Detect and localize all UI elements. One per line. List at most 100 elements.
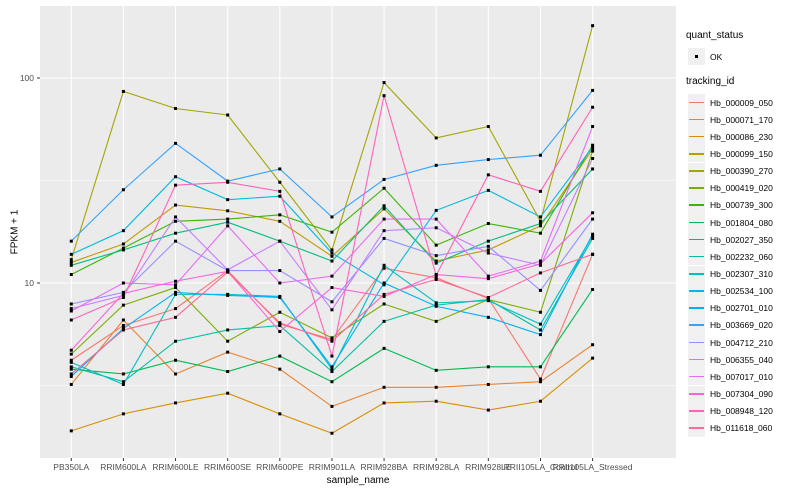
data-point xyxy=(330,215,334,219)
data-point xyxy=(591,149,595,153)
data-point xyxy=(121,242,125,246)
data-point xyxy=(382,207,386,211)
data-point xyxy=(434,278,438,282)
data-point xyxy=(278,269,282,273)
legend-item-label: Hb_002701_010 xyxy=(710,303,773,314)
legend-key-swatch xyxy=(688,265,705,283)
legend-item-Hb_000419_020: Hb_000419_020 xyxy=(688,179,773,197)
data-point xyxy=(382,292,386,296)
x-tick-label: RRIM600PE xyxy=(256,462,304,472)
legend-item-Hb_007017_010: Hb_007017_010 xyxy=(688,368,773,386)
data-point xyxy=(121,295,125,299)
data-point xyxy=(330,431,334,435)
x-tick-label: RRIM928LE xyxy=(465,462,512,472)
data-point xyxy=(538,231,542,235)
data-point xyxy=(538,310,542,314)
data-point xyxy=(121,380,125,384)
legend-key-swatch xyxy=(688,128,705,146)
data-point xyxy=(69,258,73,262)
data-point xyxy=(226,339,230,343)
data-point xyxy=(121,412,125,416)
data-point xyxy=(538,288,542,292)
data-point xyxy=(278,295,282,299)
data-point xyxy=(330,380,334,384)
legend-item-label: Hb_000739_300 xyxy=(710,200,773,211)
data-point xyxy=(591,217,595,221)
data-point xyxy=(174,279,178,283)
data-point xyxy=(486,239,490,243)
data-point xyxy=(434,276,438,280)
data-point xyxy=(434,259,438,263)
legend-key-swatch xyxy=(688,231,705,249)
data-point xyxy=(434,243,438,247)
legend-key-swatch xyxy=(688,334,705,352)
data-point xyxy=(121,318,125,322)
legend-key-line-icon xyxy=(689,187,704,189)
data-point xyxy=(226,328,230,332)
data-point xyxy=(226,224,230,228)
data-point xyxy=(69,318,73,322)
data-point xyxy=(121,303,125,307)
data-point xyxy=(382,217,386,221)
data-point xyxy=(69,367,73,371)
data-point xyxy=(69,358,73,362)
data-point xyxy=(591,234,595,238)
legend-key-swatch xyxy=(688,419,705,437)
data-point xyxy=(486,248,490,252)
legend-item-label: Hb_001804_080 xyxy=(710,217,773,228)
legend-key-swatch xyxy=(688,385,705,403)
data-point xyxy=(174,141,178,145)
data-point xyxy=(591,124,595,128)
data-point xyxy=(174,307,178,311)
data-point xyxy=(591,145,595,149)
y-axis-title: FPKM + 1 xyxy=(9,209,21,255)
data-point xyxy=(69,263,73,267)
data-point xyxy=(278,281,282,285)
data-point xyxy=(69,273,73,277)
data-point xyxy=(382,283,386,287)
legend-item-Hb_000099_150: Hb_000099_150 xyxy=(688,145,773,163)
data-point xyxy=(538,380,542,384)
legend-item-label: Hb_002232_060 xyxy=(710,251,773,262)
data-point xyxy=(434,136,438,140)
data-point xyxy=(538,259,542,263)
legend-key-line-icon xyxy=(689,152,704,155)
data-point xyxy=(278,354,282,358)
legend-item-Hb_006355_040: Hb_006355_040 xyxy=(688,351,773,369)
x-tick-label: PB350LA xyxy=(53,462,90,472)
data-point xyxy=(174,183,178,187)
legend-item-label: Hb_000009_050 xyxy=(710,97,773,108)
legend-key-line-icon xyxy=(689,238,704,241)
legend-item-label: Hb_003669_020 xyxy=(710,320,773,331)
data-point xyxy=(382,229,386,233)
data-point xyxy=(538,222,542,226)
data-point xyxy=(591,287,595,291)
data-point xyxy=(382,281,386,285)
data-point xyxy=(382,385,386,389)
tracking-id-legend-title: tracking_id xyxy=(686,76,735,87)
legend-key-line-icon xyxy=(689,324,704,327)
data-point xyxy=(69,307,73,311)
legend-item-label: Hb_000390_270 xyxy=(710,166,773,177)
data-point xyxy=(591,147,595,151)
x-tick-label: RRIM928LA xyxy=(413,462,460,472)
data-point xyxy=(226,350,230,354)
data-point xyxy=(174,215,178,219)
data-point xyxy=(121,281,125,285)
data-point xyxy=(330,339,334,343)
data-point xyxy=(121,246,125,250)
data-point xyxy=(121,188,125,192)
data-point xyxy=(174,286,178,290)
data-point xyxy=(69,309,73,313)
data-point xyxy=(434,368,438,372)
data-point xyxy=(434,163,438,167)
data-point xyxy=(174,175,178,179)
data-point xyxy=(538,328,542,332)
data-point xyxy=(174,290,178,294)
data-point xyxy=(278,239,282,243)
data-point xyxy=(382,346,386,350)
legend-item-label: Hb_007304_090 xyxy=(710,389,773,400)
data-point xyxy=(174,283,178,287)
legend-key-swatch xyxy=(688,94,705,111)
data-point xyxy=(226,293,230,297)
